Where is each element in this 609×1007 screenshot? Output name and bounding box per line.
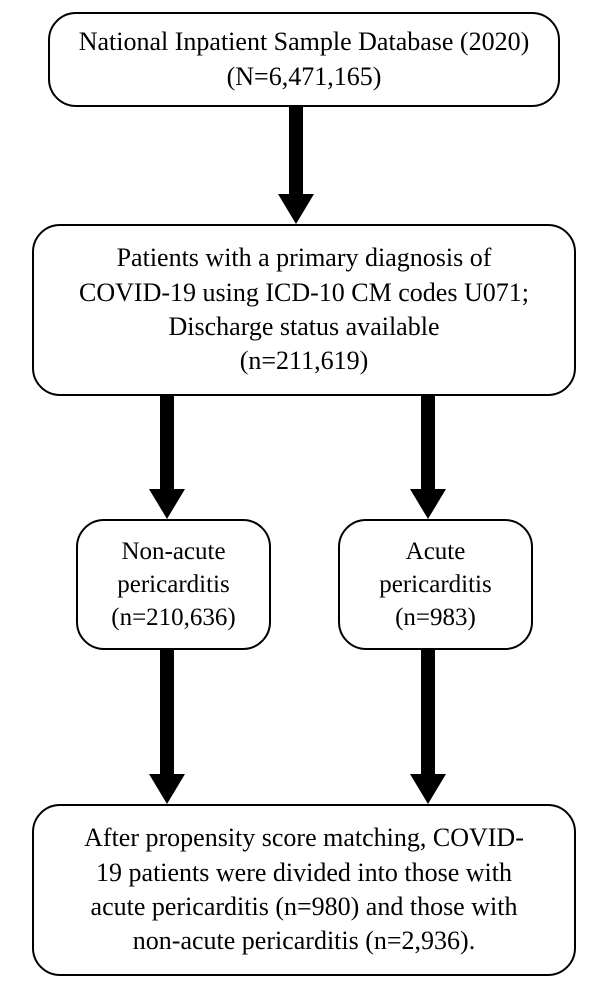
node-nonacute-line3: (n=210,636) [111, 604, 236, 631]
node-matched-line4: non-acute pericarditis (n=2,936). [133, 926, 475, 955]
arrow-nonacute-to-matched-shaft [160, 650, 174, 774]
arrow-root-to-cohort-shaft [289, 107, 303, 194]
node-acute-line3: (n=983) [395, 604, 476, 631]
arrow-cohort-to-acute-shaft [421, 396, 435, 489]
node-root-line2: (N=6,471,165) [227, 62, 382, 91]
node-root-line1: National Inpatient Sample Database (2020… [79, 27, 530, 56]
node-matched-line2: 19 patients were divided into those with [96, 858, 512, 887]
node-matched-line3: acute pericarditis (n=980) and those wit… [91, 892, 518, 921]
node-cohort-line3: Discharge status available [169, 312, 440, 341]
node-nonacute-line2: pericarditis [117, 571, 229, 598]
node-acute-line2: pericarditis [379, 571, 491, 598]
node-matched-line1: After propensity score matching, COVID- [84, 823, 524, 852]
node-root: National Inpatient Sample Database (2020… [48, 12, 560, 107]
node-acute: Acute pericarditis (n=983) [338, 519, 533, 650]
arrow-acute-to-matched-head [410, 774, 446, 804]
node-cohort-line4: (n=211,619) [240, 346, 369, 375]
arrow-root-to-cohort-head [278, 194, 314, 224]
arrow-acute-to-matched-shaft [421, 650, 435, 774]
arrow-nonacute-to-matched-head [149, 774, 185, 804]
arrow-cohort-to-nonacute-head [149, 489, 185, 519]
arrow-cohort-to-acute-head [410, 489, 446, 519]
arrow-cohort-to-nonacute-shaft [160, 396, 174, 489]
node-cohort-line1: Patients with a primary diagnosis of [117, 243, 492, 272]
node-acute-line1: Acute [406, 538, 466, 565]
node-matched: After propensity score matching, COVID- … [32, 804, 576, 976]
node-nonacute-line1: Non-acute [121, 538, 225, 565]
node-nonacute: Non-acute pericarditis (n=210,636) [76, 519, 271, 650]
node-cohort: Patients with a primary diagnosis of COV… [32, 224, 576, 396]
node-cohort-line2: COVID-19 using ICD-10 CM codes U071; [79, 278, 529, 307]
